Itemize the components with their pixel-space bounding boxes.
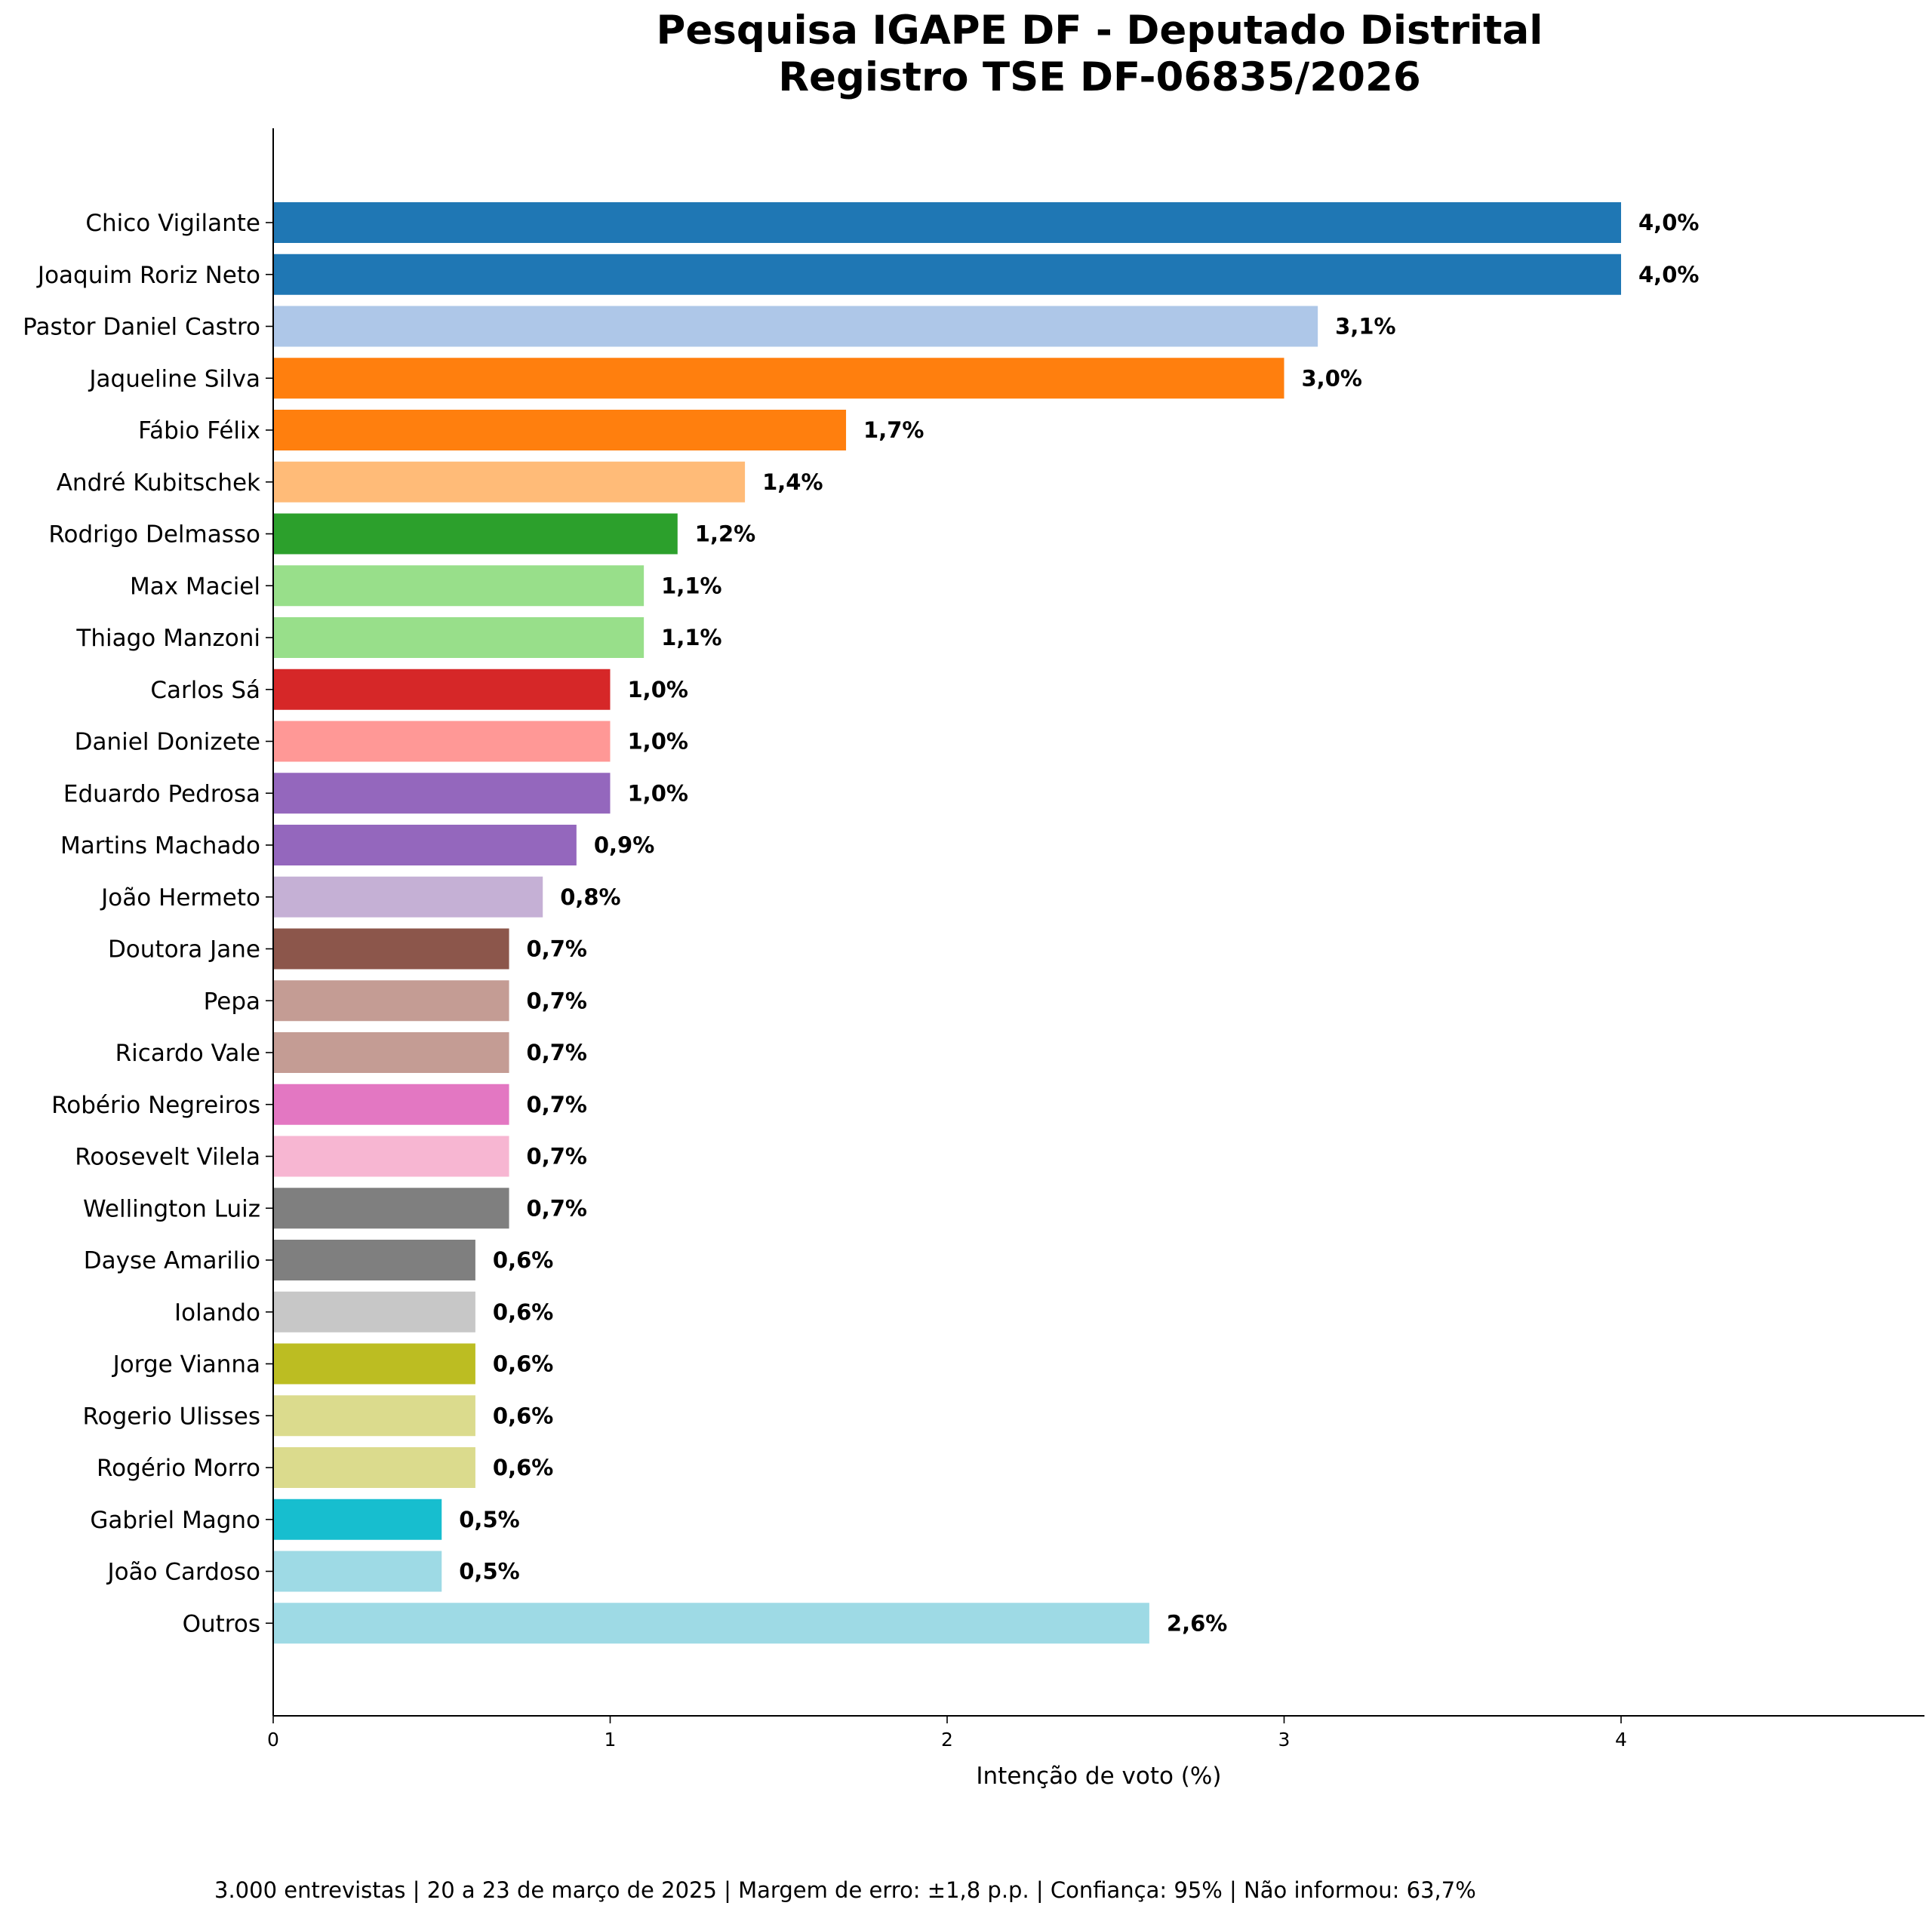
data-label: 4,0%: [1638, 262, 1699, 287]
data-label: 0,7%: [527, 1092, 587, 1117]
x-axis-label: Intenção de voto (%): [976, 1763, 1221, 1790]
category-label: João Hermeto: [100, 884, 260, 911]
data-label: 2,6%: [1167, 1610, 1227, 1636]
bar: [273, 980, 509, 1022]
category-label: João Cardoso: [106, 1559, 260, 1586]
bar: [273, 1551, 442, 1592]
bar: [273, 669, 611, 710]
data-label: 0,8%: [560, 884, 620, 910]
category-label: Jaqueline Silva: [88, 365, 260, 392]
category-label: Iolando: [174, 1299, 260, 1326]
bar: [273, 1084, 509, 1125]
data-label: 4,0%: [1638, 210, 1699, 235]
data-label: 1,7%: [863, 417, 924, 443]
bar: [273, 1136, 509, 1177]
category-label: Rodrigo Delmasso: [48, 521, 260, 549]
category-label: Max Maciel: [130, 573, 260, 600]
category-label: Joaquim Roriz Neto: [36, 262, 260, 289]
category-label: Robério Negreiros: [51, 1092, 260, 1119]
category-label: Pastor Daniel Castro: [23, 314, 260, 341]
bar: [273, 461, 746, 503]
bar: [273, 1499, 442, 1540]
bar: [273, 1291, 475, 1333]
data-label: 1,4%: [762, 469, 823, 495]
category-label: Pepa: [204, 988, 260, 1015]
bar: [273, 1603, 1149, 1644]
chart-title: Pesquisa IGAPE DF - Deputado Distrital R…: [273, 8, 1926, 101]
data-label: 0,6%: [493, 1351, 553, 1377]
bar: [273, 306, 1318, 347]
x-tick-label: 1: [605, 1729, 617, 1751]
data-label: 1,0%: [628, 677, 688, 702]
category-label: Carlos Sá: [150, 677, 260, 704]
data-label: 0,9%: [594, 832, 654, 858]
data-label: 0,7%: [527, 936, 587, 962]
footer-text: 3.000 entrevistas | 20 a 23 de março de …: [214, 1877, 1476, 1903]
data-label: 0,6%: [493, 1455, 553, 1480]
data-label: 0,5%: [459, 1559, 519, 1585]
category-label: Daniel Donizete: [75, 729, 260, 756]
bar: [273, 721, 611, 762]
category-label: André Kubitschek: [57, 469, 260, 496]
bar: [273, 825, 577, 865]
category-label: Thiago Manzoni: [75, 625, 260, 652]
category-label: Rogerio Ulisses: [83, 1403, 260, 1430]
data-label: 0,7%: [527, 1040, 587, 1065]
bar: [273, 928, 509, 970]
bar: [273, 254, 1621, 295]
bar: [273, 410, 847, 450]
category-label: Roosevelt Vilela: [75, 1144, 260, 1171]
bar: [273, 1188, 509, 1229]
bar: [273, 876, 543, 918]
bar: [273, 1395, 475, 1437]
data-label: 0,7%: [527, 1144, 587, 1170]
data-label: 0,6%: [493, 1299, 553, 1325]
data-label: 3,0%: [1302, 365, 1362, 391]
data-label: 1,2%: [695, 521, 755, 547]
bar: [273, 358, 1284, 399]
bar-chart: Chico Vigilante 4,0% Joaquim Roriz Neto 4,0…: [23, 128, 1924, 1790]
bar: [273, 617, 645, 658]
bar: [273, 1343, 475, 1385]
category-label: Gabriel Magno: [90, 1507, 260, 1534]
data-label: 1,1%: [661, 625, 721, 650]
category-label: Rogério Morro: [97, 1455, 260, 1482]
category-label: Eduardo Pedrosa: [63, 780, 260, 807]
data-label: 0,7%: [527, 988, 587, 1013]
bar: [273, 513, 678, 555]
category-label: Outros: [183, 1610, 260, 1637]
bar: [273, 773, 611, 814]
bar: [273, 1447, 475, 1488]
bar: [273, 202, 1621, 243]
x-tick-label: 4: [1615, 1729, 1627, 1751]
data-label: 1,0%: [628, 780, 688, 806]
x-tick-label: 0: [267, 1729, 279, 1751]
bar: [273, 565, 645, 607]
category-label: Martins Machado: [60, 832, 260, 859]
data-label: 0,6%: [493, 1247, 553, 1273]
category-label: Wellington Luiz: [83, 1195, 260, 1222]
data-label: 0,7%: [527, 1195, 587, 1221]
data-label: 1,0%: [628, 729, 688, 755]
bar: [273, 1240, 475, 1280]
x-tick-label: 2: [941, 1729, 953, 1751]
chart-title-line-1: Pesquisa IGAPE DF - Deputado Distrital: [656, 8, 1543, 54]
category-label: Doutora Jane: [108, 936, 260, 964]
category-label: Fábio Félix: [138, 417, 260, 444]
data-label: 0,5%: [459, 1507, 519, 1532]
x-tick-label: 3: [1278, 1729, 1291, 1751]
category-label: Ricardo Vale: [115, 1040, 260, 1067]
data-label: 1,1%: [661, 573, 721, 598]
data-label: 3,1%: [1335, 314, 1395, 340]
category-label: Jorge Vianna: [112, 1351, 260, 1379]
chart-title-line-2: Registro TSE DF-06835/2026: [778, 54, 1421, 100]
category-label: Dayse Amarilio: [84, 1247, 260, 1274]
bar: [273, 1032, 509, 1073]
data-label: 0,6%: [493, 1403, 553, 1428]
category-label: Chico Vigilante: [85, 210, 260, 237]
